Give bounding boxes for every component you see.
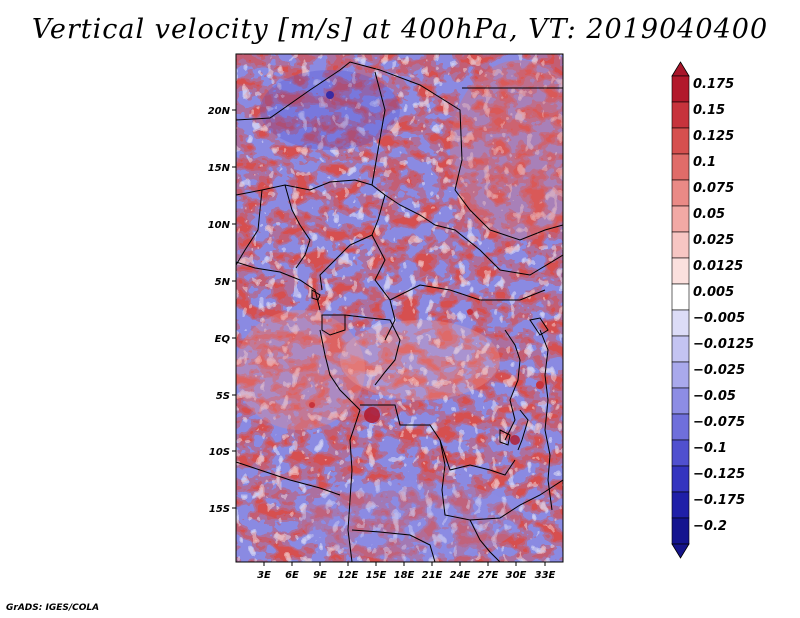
colorbar-swatch (671, 127, 690, 155)
colorbar-swatch (671, 75, 690, 103)
lat-label: 15N (208, 163, 231, 174)
colorbar-level-label: −0.1 (693, 441, 727, 456)
map-frame (235, 53, 564, 563)
colorbar-level-label: −0.025 (693, 363, 745, 378)
latitude-ticks (232, 109, 236, 509)
colorbar-level-label: 0.1 (693, 155, 716, 170)
longitude-labels: 3E 6E 9E 12E 15E 18E 21E 24E 27E 30E 33E (257, 570, 555, 581)
country-boundaries (236, 61, 563, 562)
colorbar-swatch (671, 413, 690, 441)
colorbar-level-label: −0.05 (693, 389, 736, 404)
longitude-ticks (263, 562, 546, 566)
colorbar-level-label: −0.0125 (693, 337, 754, 352)
colorbar-swatch (671, 361, 690, 389)
colorbar-bottom-cap (671, 543, 690, 559)
colorbar-level-label: 0.025 (693, 233, 734, 248)
lat-label: 10N (208, 220, 231, 231)
colorbar-level-label: 0.175 (693, 77, 734, 92)
colorbar-level-label: −0.125 (693, 467, 745, 482)
colorbar-swatch (671, 335, 690, 363)
colorbar-level-label: 0.005 (693, 285, 734, 300)
lon-label: 6E (285, 570, 299, 581)
lon-label: 12E (338, 570, 359, 581)
colorbar-swatch (671, 231, 690, 259)
colorbar-swatch (671, 465, 690, 493)
credit-label: GrADS: IGES/COLA (6, 603, 100, 613)
colorbar-level-label: 0.075 (693, 181, 734, 196)
colorbar-swatch (671, 205, 690, 233)
lon-label: 3E (257, 570, 271, 581)
lon-label: 27E (478, 570, 499, 581)
lat-label: 15S (209, 504, 230, 515)
lon-label: 18E (394, 570, 415, 581)
colorbar-level-label: −0.075 (693, 415, 745, 430)
colorbar-swatch (671, 257, 690, 285)
colorbar-swatch (671, 101, 690, 129)
latitude-labels: 20N 15N 10N 5N EQ 5S 10S 15S (208, 106, 231, 515)
lon-label: 15E (366, 570, 387, 581)
colorbar-swatch (671, 309, 690, 337)
colorbar-level-label: 0.15 (693, 103, 725, 118)
colorbar: 0.175 0.15 0.125 0.1 0.075 0.05 0.025 0.0125 0.0… (671, 61, 754, 559)
chart-title: Vertical velocity [m/s] at 400hPa, VT: 2… (31, 14, 769, 45)
colorbar-swatch (671, 439, 690, 467)
lat-label: 5S (216, 391, 230, 402)
colorbar-level-label: 0.0125 (693, 259, 743, 274)
lat-label: EQ (215, 334, 231, 345)
colorbar-swatch (671, 517, 690, 545)
lat-label: 10S (209, 447, 230, 458)
lat-label: 5N (215, 277, 231, 288)
colorbar-swatch (671, 491, 690, 519)
colorbar-level-label: −0.2 (693, 519, 727, 534)
colorbar-level-label: 0.05 (693, 207, 725, 222)
colorbar-level-label: −0.175 (693, 493, 745, 508)
lat-label: 20N (208, 106, 231, 117)
colorbar-level-label: 0.125 (693, 129, 734, 144)
lon-label: 33E (535, 570, 556, 581)
lon-label: 9E (313, 570, 327, 581)
colorbar-top-cap (671, 61, 690, 77)
lon-label: 24E (450, 570, 471, 581)
colorbar-swatch (671, 153, 690, 181)
lon-label: 21E (422, 570, 443, 581)
colorbar-swatch (671, 179, 690, 207)
colorbar-swatch (671, 283, 690, 311)
lon-label: 30E (506, 570, 527, 581)
colorbar-level-label: −0.005 (693, 311, 745, 326)
colorbar-swatch (671, 387, 690, 415)
vertical-velocity-field (236, 54, 563, 562)
